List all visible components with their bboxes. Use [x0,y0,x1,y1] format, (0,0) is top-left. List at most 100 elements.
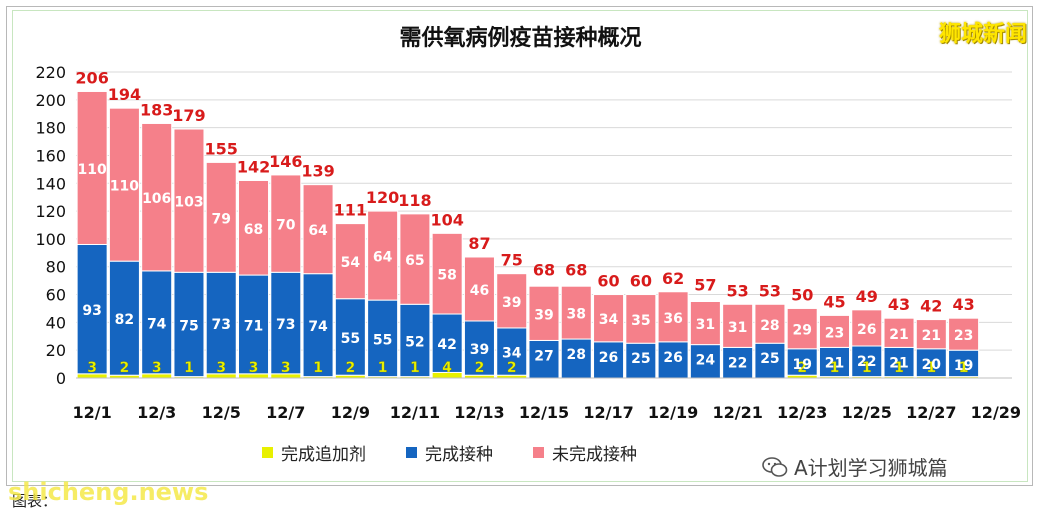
chart-inner-border [12,10,1028,482]
data-label-not-completed: 54 [341,255,361,271]
x-tick-label: 12/25 [842,403,892,422]
account-name: A计划学习狮城篇 [794,456,948,480]
data-label-completed: 22 [857,354,876,370]
x-tick-label: 12/27 [906,403,956,422]
y-tick-label: 200 [35,91,66,110]
x-tick-label: 12/11 [390,403,440,422]
bar-segment-not-completed [754,303,786,344]
data-label-total: 120 [366,188,399,207]
legend-swatch-completed [406,447,417,458]
y-tick-label: 160 [35,146,66,165]
bar-segment-not-completed [786,307,818,350]
data-label-total: 139 [301,162,334,181]
account-badge: A计划学习狮城篇 [762,452,948,481]
bar-segment-not-completed [851,309,883,347]
data-label-total: 53 [759,281,781,300]
bar-segment-not-completed [818,314,850,348]
bar-segment-not-completed [657,291,689,343]
data-label-total: 87 [468,234,490,253]
x-tick-label: 12/3 [137,403,176,422]
data-label-booster: 3 [249,360,259,376]
data-label-completed: 73 [211,317,230,333]
data-label-completed: 55 [341,331,360,347]
bar-segment-completed [108,260,140,376]
data-label-total: 43 [888,295,910,314]
y-tick-label: 180 [35,119,66,138]
bar-segment-not-completed [560,285,592,340]
data-label-booster: 2 [120,360,130,376]
data-label-completed: 93 [82,303,101,319]
bar-segment-completed [754,342,786,379]
x-tick-label: 12/7 [266,403,305,422]
data-label-booster: 2 [345,360,355,376]
data-label-total: 75 [501,251,523,270]
y-tick-label: 20 [46,341,66,360]
bar-chart: 0204060801001201401601802002203931102062… [35,63,1021,422]
bar-segment-not-completed [948,317,980,351]
y-tick-label: 100 [35,230,66,249]
data-label-booster: 2 [797,360,807,376]
data-label-total: 206 [75,68,108,87]
legend-item-booster: 完成追加剂 [262,440,366,465]
data-label-not-completed: 46 [470,283,489,299]
data-label-booster: 1 [830,360,840,376]
bar-segment-not-completed [76,90,108,245]
data-label-total: 50 [791,285,813,304]
y-tick-label: 220 [35,63,66,82]
data-label-total: 42 [920,297,942,316]
data-label-not-completed: 106 [142,191,171,207]
bar-segment-completed [270,271,302,375]
data-label-completed: 26 [599,350,618,366]
x-tick-label: 12/9 [331,403,370,422]
chart-title: 需供氧病例疫苗接种概况 [399,26,642,51]
data-label-total: 49 [856,287,878,306]
data-label-total: 53 [727,281,749,300]
bar-segment-completed [818,346,850,378]
data-label-not-completed: 39 [534,307,553,323]
site-watermark: shicheng.news [8,478,209,506]
data-label-booster: 3 [216,360,226,376]
data-label-booster: 1 [410,360,420,376]
data-label-not-completed: 39 [502,295,521,311]
data-label-completed: 24 [696,353,716,369]
x-tick-label: 12/17 [583,403,633,422]
y-tick-label: 80 [46,258,66,277]
wechat-icon [762,456,788,477]
data-label-completed: 39 [470,342,489,358]
legend-label-booster: 完成追加剂 [281,445,366,465]
data-label-total: 183 [140,100,173,119]
data-label-not-completed: 28 [760,318,779,334]
bar-segment-not-completed [593,294,625,343]
x-tick-label: 12/29 [971,403,1021,422]
bar-segment-completed [238,274,270,375]
data-label-total: 57 [694,276,716,295]
bar-segment-not-completed [722,303,754,348]
data-label-total: 68 [533,260,555,279]
data-label-completed: 75 [179,318,198,334]
x-tick-label: 12/21 [712,403,762,422]
bar-segment-not-completed [463,256,495,322]
data-label-total: 155 [205,139,238,158]
data-label-not-completed: 34 [599,312,619,328]
data-label-booster: 2 [475,360,485,376]
y-tick-label: 140 [35,174,66,193]
data-label-total: 62 [662,269,684,288]
data-label-completed: 26 [663,350,682,366]
data-label-not-completed: 64 [308,223,328,239]
source-label: 图表： [12,492,58,510]
data-label-not-completed: 110 [110,179,139,195]
data-label-not-completed: 70 [276,218,296,234]
bar-segment-completed [205,271,237,375]
data-label-completed: 21 [825,355,844,371]
bar-segment-not-completed [625,294,657,344]
data-label-booster: 1 [313,360,323,376]
data-label-booster: 1 [184,360,194,376]
data-label-not-completed: 65 [405,253,424,269]
data-label-total: 111 [334,201,367,220]
data-label-total: 142 [237,157,270,176]
data-label-total: 43 [952,295,974,314]
x-tick-label: 12/19 [648,403,698,422]
data-label-completed: 28 [567,347,586,363]
data-label-not-completed: 79 [211,211,230,227]
data-label-not-completed: 36 [663,311,682,327]
